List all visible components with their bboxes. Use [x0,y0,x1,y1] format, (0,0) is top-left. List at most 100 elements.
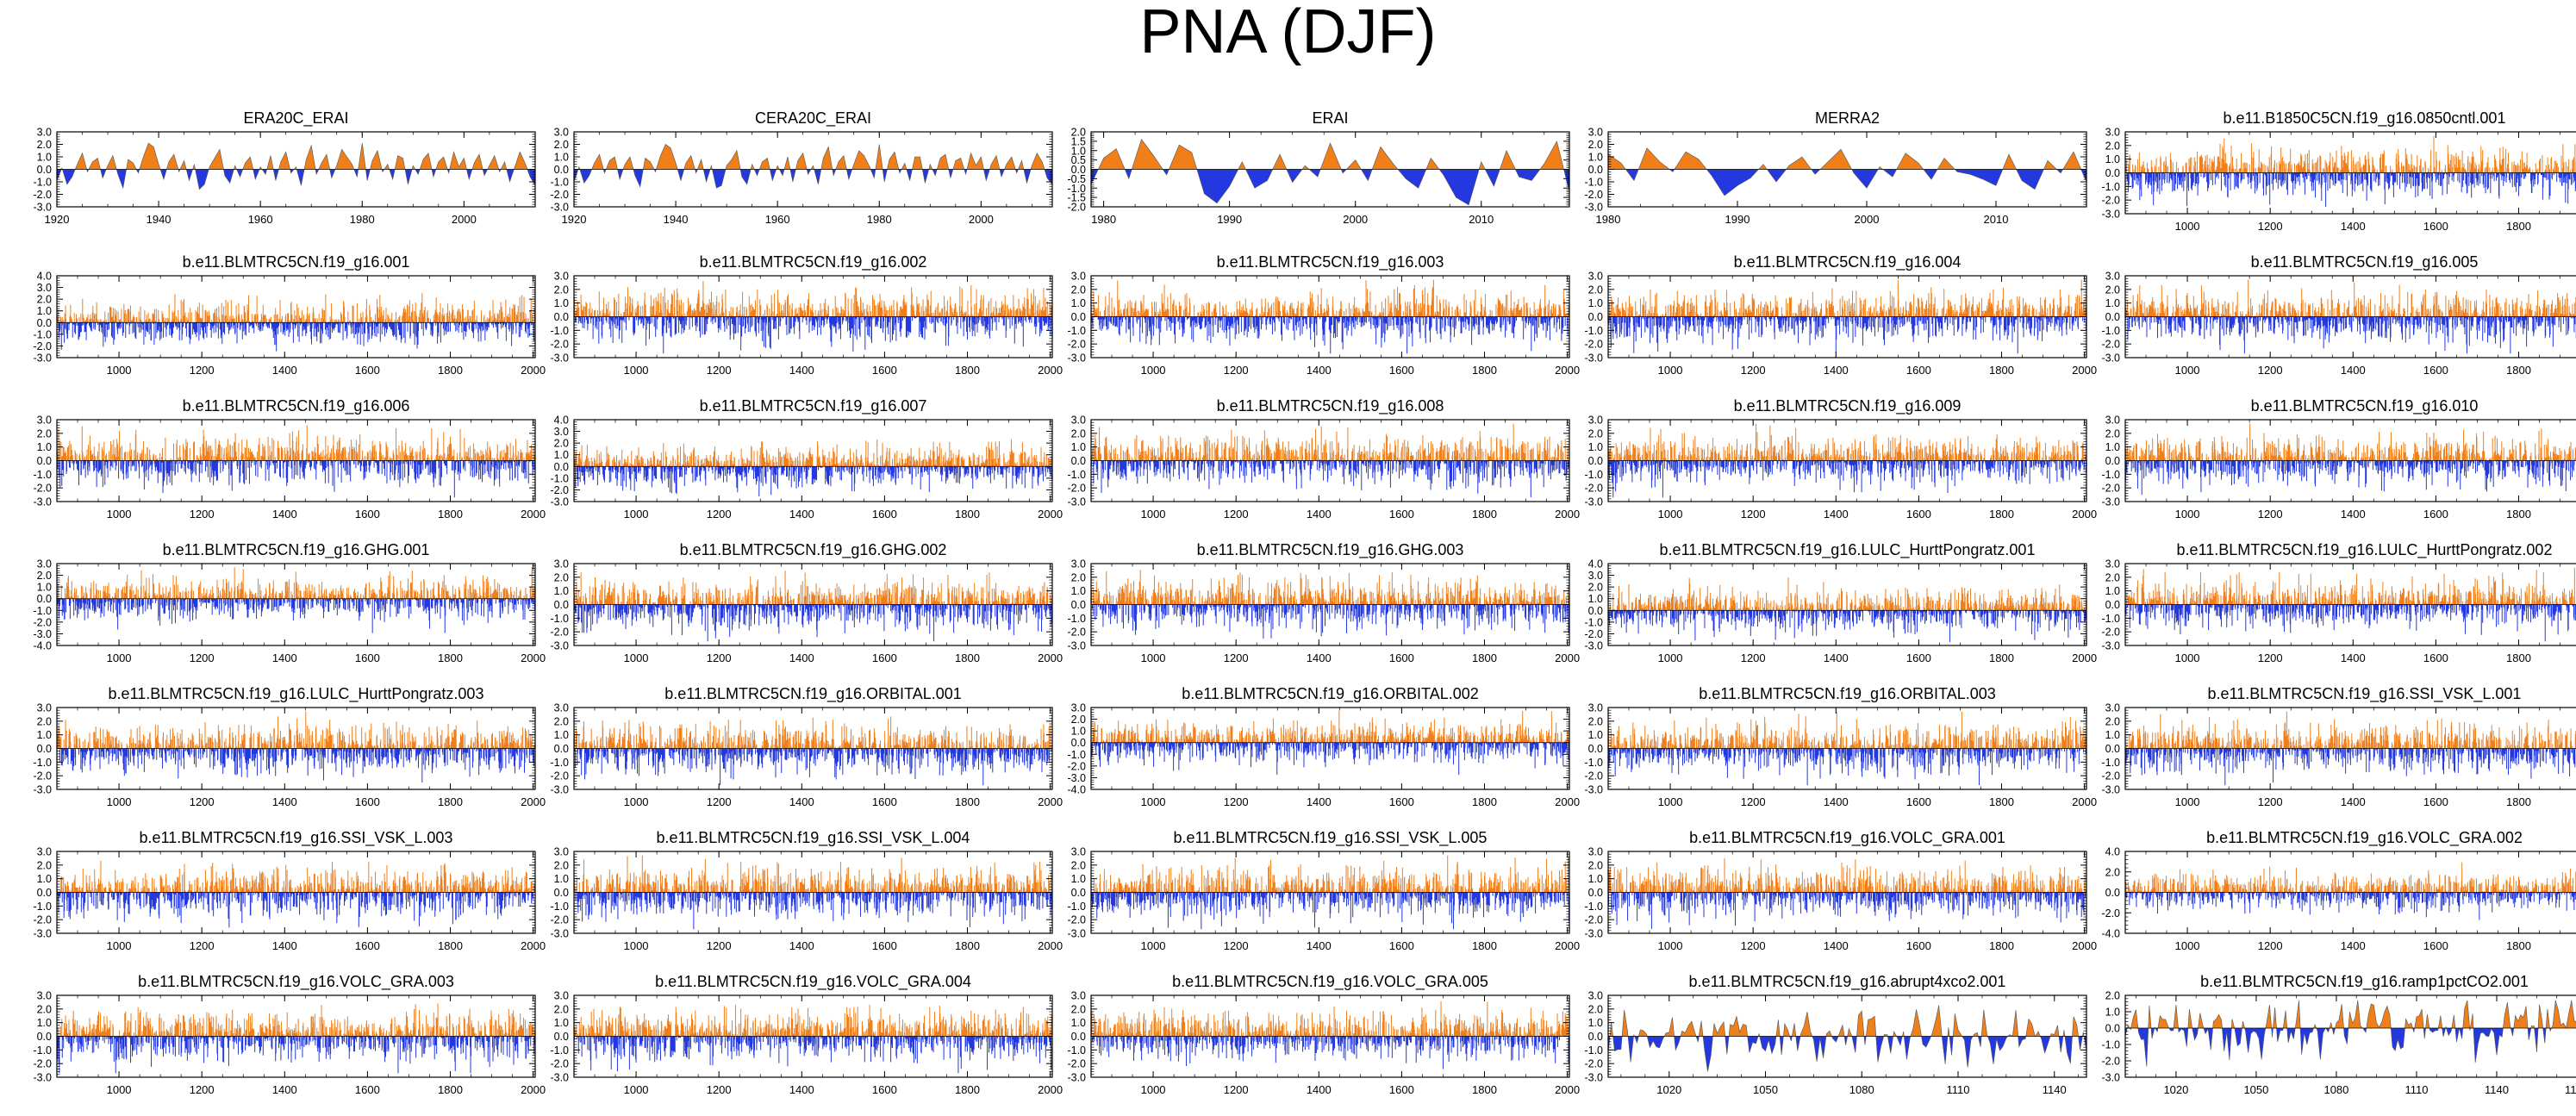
y-tick-label: -1.0 [33,605,52,617]
positive-anomaly-series [2125,862,2576,893]
plot-frame [1607,563,2087,646]
y-tick-label: -1.0 [2101,613,2120,625]
x-tick-label: 1980 [350,213,375,226]
y-tick-label: 0.0 [554,887,569,899]
y-tick-label: 3.0 [37,846,52,858]
y-tick-label: 0.0 [1588,743,1603,755]
x-tick-label: 1800 [438,939,463,952]
positive-anomaly-series [574,1004,1053,1037]
y-tick-label: 0.5 [1071,154,1086,166]
y-tick-label: -3.0 [2101,496,2120,508]
x-tick-label: 1400 [2341,939,2366,952]
y-tick-label: -3.0 [2101,352,2120,365]
positive-anomaly-series [573,281,1053,317]
x-tick-label: 1000 [2175,364,2200,377]
y-tick-label: -1.0 [550,1044,569,1057]
x-tick-label: 2000 [2072,939,2097,952]
x-tick-label: 1600 [2423,364,2448,377]
chart-panel-4: MERRA2 -3.0-2.0-1.00.01.02.03.0 1980 1990 20… [1584,109,2087,226]
panel-title: b.e11.BLMTRC5CN.f19_g16.ORBITAL.003 [1699,685,1996,703]
y-tick-label: 0.0 [37,1031,52,1043]
x-tick-label: 1400 [1307,508,1332,521]
x-tick-label: 1200 [190,795,215,808]
y-tick-label: 1.0 [2105,585,2120,597]
y-tick-label: 0.0 [1588,605,1603,617]
y-tick-label: 3.0 [554,271,569,283]
x-tick-label: 1600 [2423,939,2448,952]
panel-title: b.e11.BLMTRC5CN.f19_g16.VOLC_GRA.003 [138,973,454,991]
negative-anomaly-series [1090,604,1570,639]
y-tick-label: 3.0 [37,990,52,1002]
chart-panel-19: b.e11.BLMTRC5CN.f19_g16.LULC_HurttPongra… [1584,541,2097,664]
y-tick-label: 3.0 [554,558,569,570]
panel-title: b.e11.BLMTRC5CN.f19_g16.006 [183,397,410,415]
panel-title: b.e11.BLMTRC5CN.f19_g16.GHG.001 [163,541,430,559]
x-tick-label: 1200 [1224,364,1249,377]
x-tick-label: 1000 [2175,220,2200,233]
x-tick-label: 1200 [707,1083,732,1096]
chart-panel-29: b.e11.BLMTRC5CN.f19_g16.VOLC_GRA.001 -3.0… [1584,829,2097,952]
y-tick-label: 2.0 [37,570,52,582]
x-tick-label: 1600 [355,364,380,377]
x-tick-label: 1200 [190,508,215,521]
y-tick-label: -2.0 [1067,627,1086,639]
x-tick-label: 1800 [1989,795,2014,808]
y-tick-label: -1.0 [33,1044,52,1057]
y-tick-label: -3.0 [550,928,569,940]
x-tick-label: 1000 [107,1083,132,1096]
y-tick-label: 0.0 [554,461,569,473]
figure-title: PNA (DJF) [1139,0,1437,66]
y-tick-label: -1.0 [1067,183,1086,195]
x-tick-label: 1960 [248,213,273,226]
x-tick-label: 1400 [272,795,297,808]
y-tick-label: -2.0 [550,339,569,351]
y-tick-label: -2.0 [550,189,569,201]
chart-panel-9: b.e11.BLMTRC5CN.f19_g16.004 -3.0-2.0 -1.0 0… [1584,253,2097,377]
x-tick-label: 1000 [624,364,649,377]
y-tick-label: 0.0 [1071,1031,1086,1043]
x-tick-label: 2000 [1555,795,1580,808]
x-tick-label: 1400 [2341,508,2366,521]
x-tick-label: 1400 [1307,652,1332,664]
negative-anomaly-area [574,169,1052,189]
y-tick-label: 2.0 [37,715,52,727]
y-tick-label: 3.0 [554,426,569,438]
x-tick-label: 2000 [969,213,994,226]
panel-title: ERA20C_ERAI [243,109,348,128]
x-tick-label: 1600 [1389,652,1414,664]
x-tick-label: 1000 [2175,652,2200,664]
x-tick-label: 1800 [955,939,980,952]
x-tick-label: 1400 [1824,508,1849,521]
negative-anomaly-series [574,466,1053,497]
y-tick-label: 0.0 [37,743,52,755]
y-tick-label: -2.0 [1584,914,1603,926]
y-tick-label: -3.0 [33,352,52,365]
y-tick-label: -2.0 [1584,189,1603,201]
x-tick-label: 1200 [190,1083,215,1096]
x-tick-label: 1200 [1741,795,1766,808]
chart-panel-17: b.e11.BLMTRC5CN.f19_g16.GHG.002 -3.0-2.0 -… [550,541,1063,664]
y-tick-label: 1.0 [554,152,569,164]
panel-title: b.e11.BLMTRC5CN.f19_g16.ORBITAL.001 [664,685,962,703]
y-tick-label: -2.0 [33,914,52,926]
y-tick-label: -2.0 [33,1058,52,1070]
y-tick-label: -3.0 [550,784,569,796]
y-tick-label: 2.0 [1588,715,1603,727]
negative-anomaly-series [1607,460,2087,498]
x-tick-label: 1600 [355,652,380,664]
y-tick-label: 4.0 [37,271,52,283]
y-tick-label: -3.0 [1584,928,1603,940]
positive-anomaly-series [57,1003,536,1037]
x-tick-label: 2000 [2072,364,2097,377]
y-tick-label: 1.0 [37,152,52,164]
positive-anomaly-area [1091,139,1569,170]
y-tick-label: -2.0 [2101,627,2120,639]
y-tick-label: -2.0 [2101,195,2120,207]
y-tick-label: 3.0 [1071,415,1086,427]
y-tick-label: 0.0 [554,164,569,176]
x-tick-label: 1000 [1658,508,1683,521]
negative-anomaly-series [2125,316,2576,354]
y-tick-label: -1.0 [550,757,569,769]
positive-anomaly-series [574,570,1052,605]
